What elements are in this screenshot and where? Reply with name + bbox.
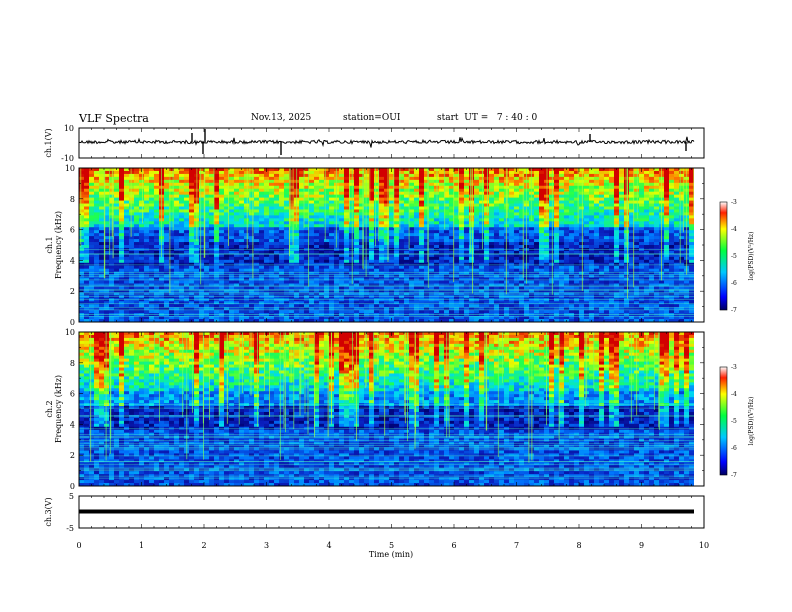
ytick-label: 0 — [70, 482, 75, 491]
time-axis-label: Time (min) — [369, 550, 413, 559]
ch3-waveform-panel: 5 -5 ch.3(V) 0 1 2 3 4 5 6 7 8 9 10 Time (min) — [44, 492, 709, 559]
colorbar-tick-label: -3 — [731, 199, 737, 206]
ytick-label: 10 — [65, 328, 75, 337]
ytick-label: 8 — [70, 195, 75, 204]
colorbar-tick-label: -5 — [731, 418, 737, 425]
xtick-label: 8 — [576, 541, 581, 550]
ch2-spectrogram-image — [79, 332, 704, 487]
ytick-label: 10 — [65, 164, 75, 173]
ch1-ytick-bottom: -10 — [61, 154, 74, 163]
date-label: Nov.13, 2025 — [251, 113, 312, 123]
ytick-label: 0 — [70, 318, 75, 327]
colorbar-tick-label: -3 — [731, 364, 737, 371]
ytick-label: 4 — [70, 256, 75, 265]
ytick-label: 6 — [70, 390, 75, 399]
colorbar-tick-label: -6 — [731, 280, 737, 287]
ch2-spec-ylabel-frequency: Frequency (kHz) — [54, 375, 63, 443]
figure-title: VLF Spectra — [79, 112, 149, 125]
ch3-waveform-ylabel: ch.3(V) — [44, 497, 53, 526]
xtick-label: 6 — [451, 541, 456, 550]
ch2-colorbar — [719, 366, 728, 476]
ytick-label: 2 — [70, 451, 75, 460]
ch1-spec-ylabel-frequency: Frequency (kHz) — [54, 211, 63, 279]
xtick-label: 1 — [139, 541, 144, 550]
ch3-waveform-trace — [79, 509, 694, 514]
colorbar-tick-label: -6 — [731, 445, 737, 452]
ytick-label: 8 — [70, 359, 75, 368]
colorbar-tick-label: -7 — [731, 307, 737, 314]
ch1-colorbar-label: log(PSD)(V²/Hz) — [748, 232, 755, 281]
ch1-colorbar — [719, 201, 728, 311]
start-time-label: start UT = 7 : 40 : 0 — [437, 113, 538, 123]
xtick-label: 9 — [639, 541, 644, 550]
ch2-colorbar-label: log(PSD)(V²/Hz) — [748, 397, 755, 446]
ch1-spec-ylabel-channel: ch.1 — [45, 236, 54, 253]
ch3-ytick-bottom: -5 — [66, 524, 74, 533]
colorbar-tick-label: -4 — [731, 391, 737, 398]
xtick-label: 2 — [201, 541, 206, 550]
ch1-waveform-panel: 10 -10 ch.1(V) — [44, 124, 705, 163]
ch1-spectrogram-image — [79, 168, 704, 323]
colorbar-tick-label: -5 — [731, 253, 737, 260]
xtick-label: 7 — [514, 541, 519, 550]
ch1-waveform-trace — [78, 136, 695, 148]
xtick-label: 0 — [76, 541, 81, 550]
ytick-label: 4 — [70, 420, 75, 429]
ch1-waveform-ylabel: ch.1(V) — [44, 128, 53, 157]
xtick-label: 3 — [264, 541, 269, 550]
station-label: station=OUI — [343, 113, 401, 123]
xtick-label: 5 — [389, 541, 394, 550]
ch2-spec-ylabel-channel: ch.2 — [45, 400, 54, 417]
xtick-label: 4 — [326, 541, 331, 550]
ytick-label: 6 — [70, 226, 75, 235]
colorbar-tick-label: -7 — [731, 472, 737, 479]
ytick-label: 2 — [70, 287, 75, 296]
xtick-label: 10 — [699, 541, 709, 550]
colorbar-tick-label: -4 — [731, 226, 737, 233]
ch3-ytick-top: 5 — [69, 492, 74, 501]
ch1-ytick-top: 10 — [64, 124, 74, 133]
